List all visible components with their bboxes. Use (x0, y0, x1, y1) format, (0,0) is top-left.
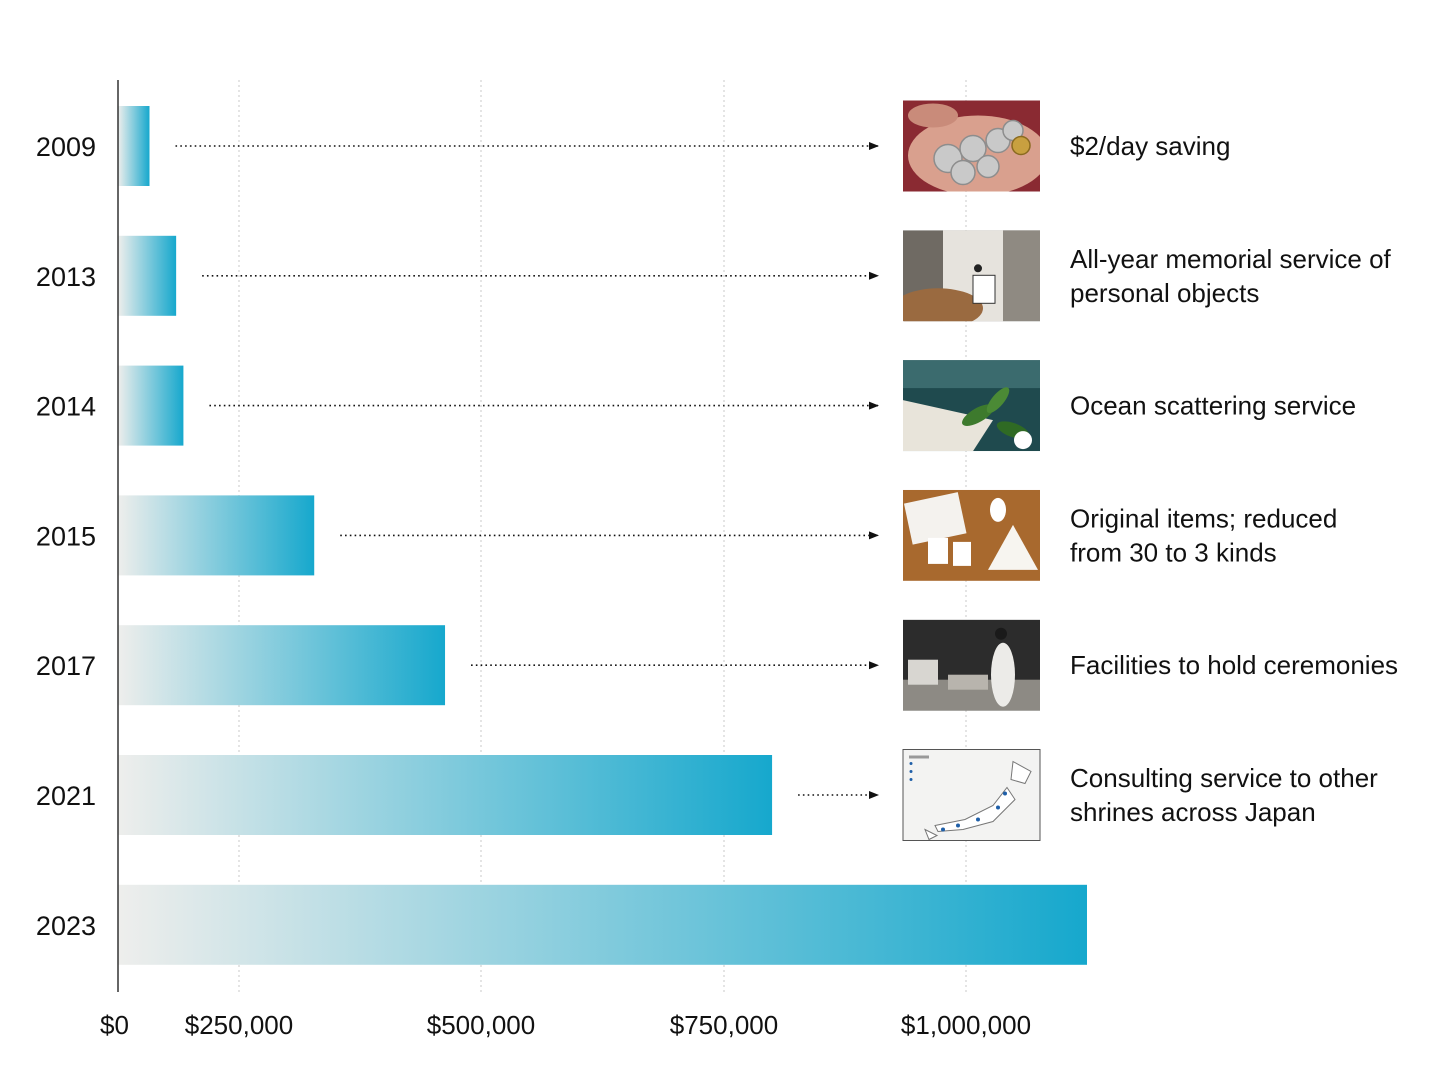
annotation-text-2014-line-1: Ocean scattering service (1070, 391, 1356, 421)
annotation-text-2015-line-1: Original items; reduced (1070, 503, 1337, 533)
gridlines (238, 80, 967, 992)
year-label-2009: 2009 (36, 132, 96, 162)
bar-2015 (118, 495, 315, 576)
x-tick-label-3: $750,000 (670, 1010, 778, 1040)
x-tick-label-2: $500,000 (427, 1010, 535, 1040)
year-label-2015: 2015 (36, 521, 96, 551)
ceremony-facility-photo-2017 (903, 619, 1040, 711)
bar-2009 (118, 106, 150, 186)
annotation-thumbnails (902, 100, 1041, 841)
bars (118, 106, 1087, 965)
annotation-text-2021-line-2: shrines across Japan (1070, 797, 1316, 827)
annotation-text-2013-line-1: All-year memorial service of (1070, 244, 1392, 274)
bar-2021 (118, 755, 773, 835)
annotation-text-2015-line-2: from 30 to 3 kinds (1070, 537, 1277, 567)
x-axis-ticks: $0 $250,000 $500,000 $750,000 $1,000,000 (100, 1010, 1031, 1040)
x-tick-label-4: $1,000,000 (901, 1010, 1031, 1040)
annotation-text-2021-line-1: Consulting service to other (1070, 763, 1378, 793)
year-label-2021: 2021 (36, 781, 96, 811)
bar-2023 (118, 884, 1087, 965)
year-label-2017: 2017 (36, 651, 96, 681)
annotation-text-2017-line-1: Facilities to hold ceremonies (1070, 650, 1398, 680)
annotation-texts: $2/day saving All-year memorial service o… (1070, 131, 1398, 827)
original-items-photo-2015 (903, 489, 1040, 581)
bar-2014 (118, 365, 184, 446)
year-label-2013: 2013 (36, 262, 96, 292)
x-tick-label-0: $0 (100, 1010, 129, 1040)
year-label-2014: 2014 (36, 392, 96, 422)
coins-in-hand-photo-2009 (903, 100, 1040, 192)
bar-2013 (118, 235, 177, 316)
memorial-service-photo-2013 (903, 230, 1040, 322)
ocean-leaves-photo-2014 (903, 360, 1040, 452)
bar-2017 (118, 625, 446, 706)
annotation-text-2009-line-1: $2/day saving (1070, 131, 1230, 161)
x-tick-label-1: $250,000 (185, 1010, 293, 1040)
annotation-arrows (175, 142, 879, 799)
annotation-text-2013-line-2: personal objects (1070, 278, 1259, 308)
year-label-2023: 2023 (36, 911, 96, 941)
year-labels: 2009 2013 2014 2015 2017 2021 2023 (36, 132, 96, 941)
japan-map-image-2021 (902, 749, 1041, 841)
